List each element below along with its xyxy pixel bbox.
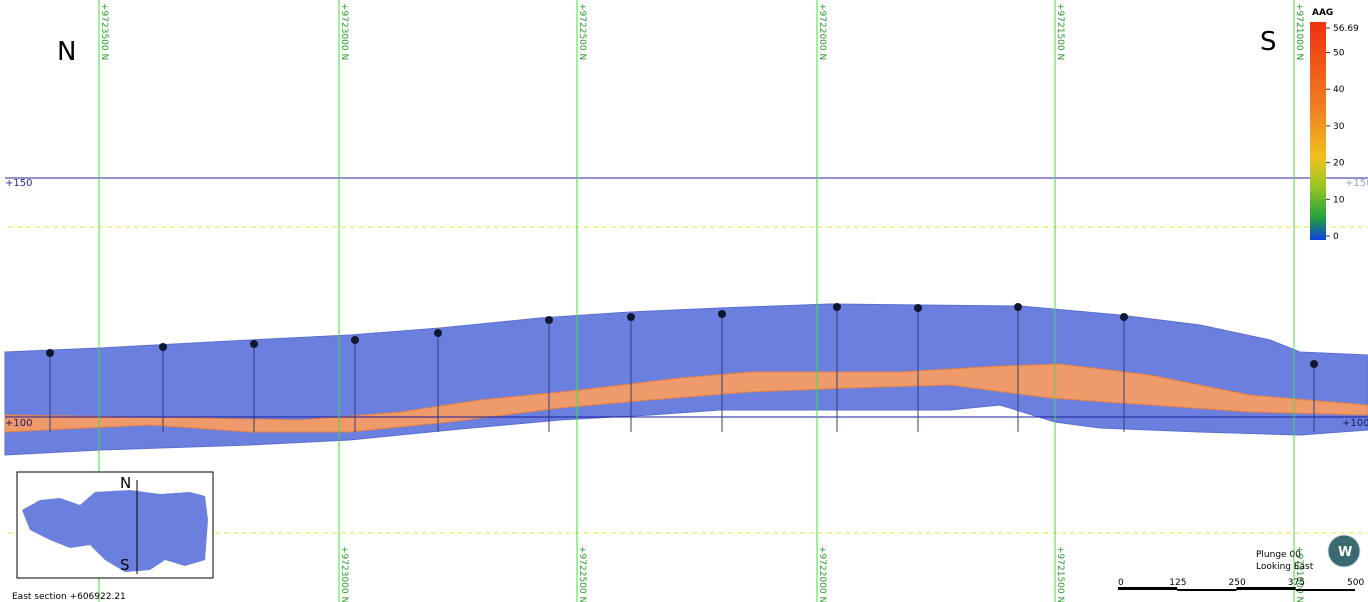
collar xyxy=(627,313,635,321)
scale-segment xyxy=(1118,587,1178,590)
collar xyxy=(1120,313,1128,321)
collar xyxy=(545,316,553,324)
scale-label: 125 xyxy=(1169,578,1186,588)
elevation-label: +150 xyxy=(1345,178,1368,189)
view-widget[interactable] xyxy=(1327,534,1361,568)
northing-label: +9721000 N xyxy=(1294,546,1304,602)
inset-south: S xyxy=(120,556,130,574)
collar xyxy=(46,349,54,357)
collar xyxy=(434,329,442,337)
drillholes xyxy=(46,303,1318,432)
collar xyxy=(833,303,841,311)
looking: Looking East xyxy=(1256,562,1314,572)
scale-bar: 0 125 250 375 500 xyxy=(1118,578,1364,591)
northing-label: +9722000 N xyxy=(817,546,827,602)
inset-shape xyxy=(22,490,208,572)
northing-label: +9723000 N xyxy=(339,3,349,60)
legend-title: AAG xyxy=(1312,8,1333,18)
scale-label: 0 xyxy=(1118,578,1124,588)
scale-segment xyxy=(1236,587,1296,590)
elevation-label: +100 xyxy=(5,418,32,429)
colorbar xyxy=(1310,22,1326,240)
colorbar-label: 10 xyxy=(1333,195,1345,205)
plunge: Plunge 00 xyxy=(1256,550,1301,560)
collar xyxy=(1014,303,1022,311)
northing-label: +9722500 N xyxy=(577,3,587,60)
colorbar-label: 40 xyxy=(1333,85,1345,95)
northing-label: +9721000 N xyxy=(1294,3,1304,60)
compass-right: S xyxy=(1260,27,1277,57)
elevation-label: +150 xyxy=(5,178,32,189)
northing-grid: +9723500 N +9723000 N +9723000 N +9722500 N… xyxy=(98,0,1304,602)
elevation-label: +100 xyxy=(1342,418,1368,429)
scale-segment xyxy=(1295,589,1355,591)
colorbar-label: 0 xyxy=(1333,232,1339,242)
collar xyxy=(351,336,359,344)
inset-north: N xyxy=(120,474,131,492)
scale-label: 500 xyxy=(1347,578,1364,588)
colorbar-ticks: 56.69 50 40 30 20 10 0 xyxy=(1326,24,1359,242)
northing-label: +9721500 N xyxy=(1055,546,1065,602)
colorbar-label: 56.69 xyxy=(1333,24,1359,34)
northing-label: +9723000 N xyxy=(339,546,349,602)
northing-label: +9722000 N xyxy=(817,3,827,60)
scale-label: 250 xyxy=(1229,578,1246,588)
collar xyxy=(914,304,922,312)
view-widget-icon: W xyxy=(1338,545,1352,560)
colorbar-label: 20 xyxy=(1333,159,1345,169)
scale-segment xyxy=(1177,589,1237,591)
colorbar-label: 30 xyxy=(1333,122,1345,132)
northing-label: +9721500 N xyxy=(1055,3,1065,60)
collar xyxy=(718,310,726,318)
northing-label: +9723500 N xyxy=(99,3,109,60)
northing-label: +9722500 N xyxy=(577,546,587,602)
section-label: East section +606922.21 xyxy=(12,592,126,602)
collar xyxy=(250,340,258,348)
collar xyxy=(159,343,167,351)
compass-left: N xyxy=(57,37,76,67)
collar xyxy=(1310,360,1318,368)
ore-body xyxy=(4,363,1368,433)
colorbar-label: 50 xyxy=(1333,49,1345,59)
scale-label: 375 xyxy=(1288,578,1305,588)
